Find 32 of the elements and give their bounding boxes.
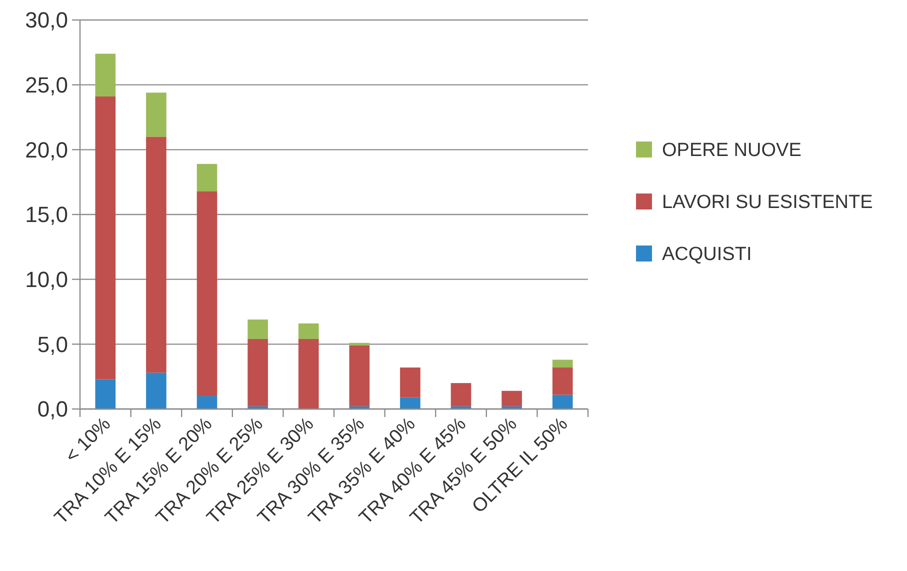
bar: [298, 323, 319, 339]
bar: [450, 383, 472, 406]
legend-label: ACQUISTI: [662, 244, 752, 266]
y-tick-label: 15,0: [25, 202, 68, 228]
bar: [552, 368, 573, 395]
y-tick-label: 5,0: [37, 332, 68, 357]
bar: [248, 338, 268, 406]
y-tick-label: 20,0: [25, 137, 68, 162]
bar: [502, 390, 522, 406]
bar: [196, 164, 218, 192]
bar: [298, 338, 319, 409]
bar: [146, 92, 166, 137]
bar: [146, 372, 166, 409]
legend-label: OPERE NUOVE: [662, 140, 802, 162]
bar: [95, 54, 116, 97]
bar: [196, 396, 218, 409]
bar: [95, 379, 116, 409]
bar: [400, 397, 420, 409]
y-tick-label: 30,0: [25, 8, 68, 33]
bar: [248, 320, 268, 339]
bar: [146, 136, 166, 373]
y-tick-label: 0,0: [37, 396, 68, 422]
bar: [552, 394, 573, 409]
bar: [400, 368, 420, 398]
bar: [349, 342, 370, 346]
bar: [196, 191, 218, 396]
y-tick-label: 25,0: [25, 72, 68, 98]
y-tick-label: 10,0: [25, 267, 68, 292]
bar: [349, 345, 370, 406]
bar: [95, 96, 116, 380]
legend-label: LAVORI SU ESISTENTE: [662, 192, 873, 214]
bar: [552, 360, 573, 368]
